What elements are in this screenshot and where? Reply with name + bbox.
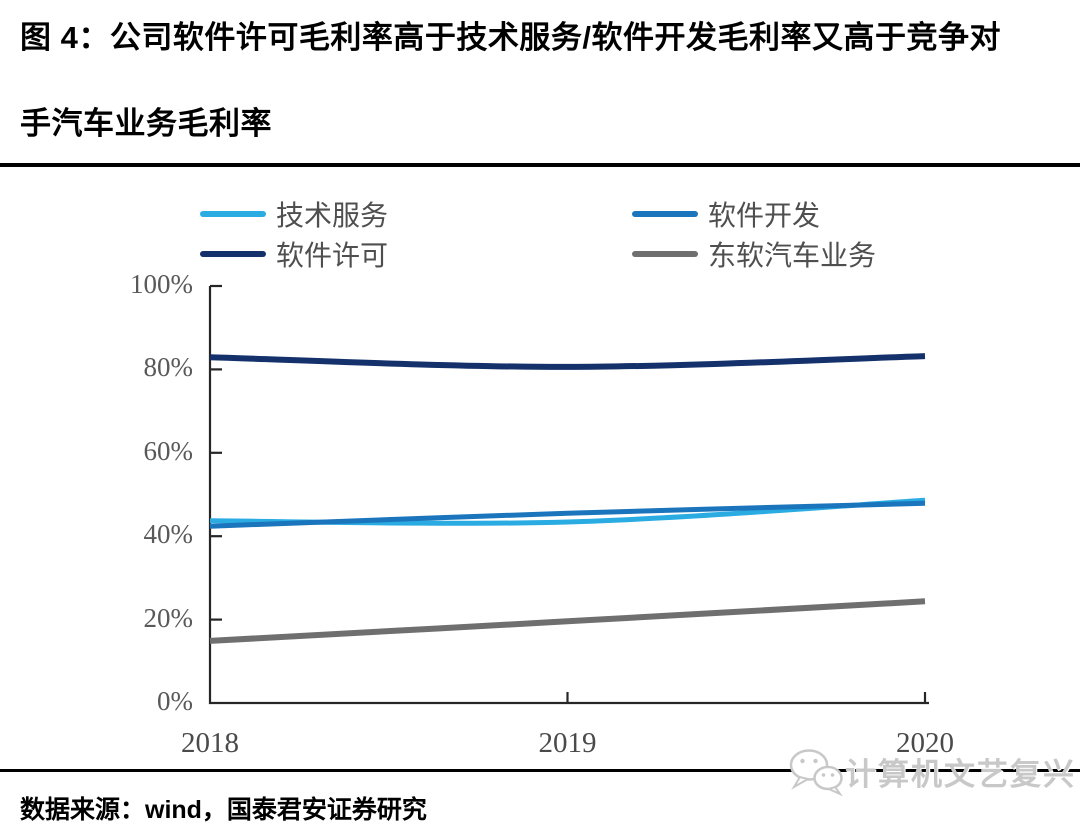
y-tick-label: 100% — [130, 269, 193, 299]
legend-label: 软件开发 — [708, 200, 821, 231]
bottom-divider-rule — [0, 769, 1080, 772]
axis-lines — [208, 286, 929, 705]
y-tick-label: 20% — [143, 602, 194, 633]
series-line-软件开发 — [209, 500, 926, 529]
top-divider-rule — [0, 163, 1080, 167]
y-tick-label: 80% — [143, 352, 194, 383]
figure-title-line1: 图 4：公司软件许可毛利率高于技术服务/软件开发毛利率又高于竞争对 — [20, 20, 1001, 55]
wechat-icon — [789, 749, 843, 796]
legend-item-软件许可: 软件许可 — [200, 236, 388, 272]
legend-item-东软汽车业务: 东软汽车业务 — [632, 236, 876, 272]
watermark: 计算机文艺复兴 — [787, 746, 1076, 796]
legend-item-技术服务: 技术服务 — [200, 196, 388, 232]
figure-title-line2: 手汽车业务毛利率 — [20, 106, 272, 141]
x-tick-label: 2018 — [181, 727, 239, 759]
chart-legend: 技术服务 软件开发软件许可 东软汽车业务 — [0, 196, 1080, 276]
y-tick-label: 40% — [143, 519, 194, 550]
data-source-text: 数据来源：wind，国泰君安证券研究 — [20, 796, 427, 824]
legend-swatch-软件许可 — [200, 251, 266, 257]
y-tick-label: 60% — [143, 435, 194, 466]
watermark-text: 计算机文艺复兴 — [845, 756, 1076, 792]
legend-swatch-软件开发 — [632, 211, 698, 217]
x-tick-label: 2020 — [896, 727, 954, 759]
legend-label: 技术服务 — [276, 200, 389, 231]
legend-label: 软件许可 — [276, 240, 389, 271]
legend-swatch-东软汽车业务 — [632, 251, 698, 257]
x-tick-label: 2019 — [538, 727, 597, 759]
legend-item-软件开发: 软件开发 — [632, 196, 820, 232]
legend-label: 东软汽车业务 — [708, 240, 877, 271]
legend-swatch-技术服务 — [200, 211, 266, 217]
y-tick-label: 0% — [157, 686, 193, 716]
series-line-东软汽车业务 — [209, 598, 926, 644]
series-line-软件许可 — [209, 353, 926, 370]
